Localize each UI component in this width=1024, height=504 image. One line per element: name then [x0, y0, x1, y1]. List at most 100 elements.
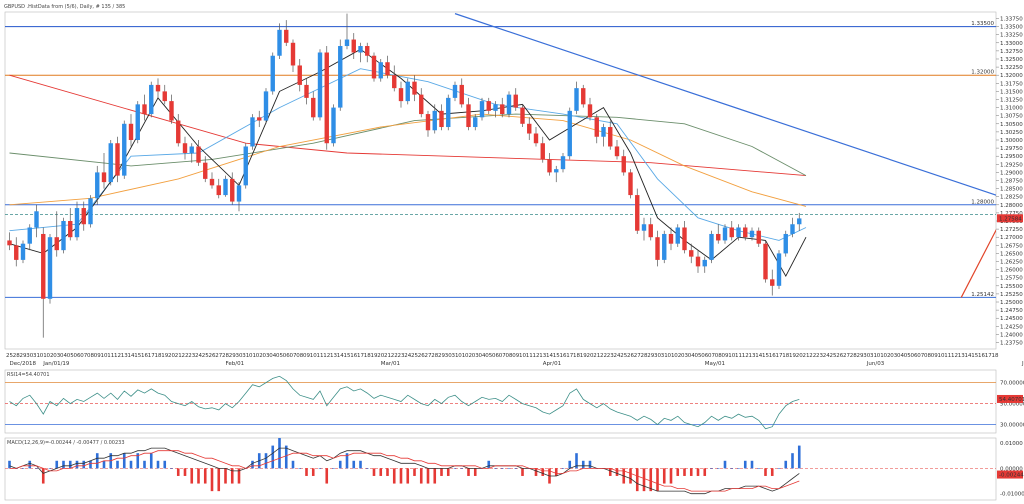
day-label: 28: [13, 353, 20, 359]
macd-histogram-bar: [534, 468, 538, 476]
candle-up: [574, 88, 579, 111]
level-label: 1.33500: [971, 21, 994, 27]
candle-up: [783, 233, 788, 254]
day-label: 19: [789, 353, 796, 359]
day-label: 21: [175, 353, 182, 359]
day-label: 05: [695, 353, 702, 359]
macd-histogram-bar: [433, 468, 437, 484]
candle-up: [74, 208, 80, 238]
macd-histogram-bar: [203, 468, 207, 484]
price-tick-label: 1.29250: [1000, 162, 1023, 168]
day-label: 22: [809, 353, 816, 359]
price-tick-label: 1.33750: [1000, 16, 1023, 22]
candle-up: [776, 253, 782, 286]
day-label: 10: [728, 353, 735, 359]
candle-down: [527, 123, 532, 134]
day-label: 16: [978, 353, 985, 359]
day-label: 13: [958, 353, 965, 359]
day-label: 26: [418, 353, 425, 359]
level-label: 1.25142: [971, 292, 994, 298]
candle-up: [567, 110, 572, 157]
macd-histogram-bar: [689, 468, 693, 476]
price-tick-label: 1.30000: [1000, 138, 1023, 144]
macd-label: MACD(12,26,9)=-0.00244 / -0.00477 / 0.00…: [7, 440, 125, 446]
candle-up: [554, 169, 559, 173]
day-label: 29: [20, 353, 27, 359]
day-label: 05: [276, 353, 283, 359]
day-label: 12: [114, 353, 121, 359]
macd-histogram-bar: [662, 468, 666, 484]
day-label: 18: [992, 353, 999, 359]
day-label: 09: [722, 353, 729, 359]
time-axis: 25 28 29 30 31 01 02 03 04 05 06 07 08 09 10 11 12 13 14 15…: [6, 353, 1024, 367]
macd-histogram-bar: [743, 460, 747, 469]
day-label: 31: [870, 353, 877, 359]
candle-down: [81, 208, 86, 225]
candle-down: [689, 250, 694, 257]
price-tick-label: 1.30500: [1000, 122, 1023, 128]
day-label: 25: [620, 353, 627, 359]
price-tick-label: 1.31000: [1000, 106, 1023, 112]
candle-down: [581, 88, 586, 105]
macd-histogram-bar: [129, 460, 133, 469]
day-label: 06: [283, 353, 290, 359]
macd-histogram-bar: [494, 468, 497, 469]
macd-histogram-bar: [460, 468, 464, 469]
day-label: 21: [384, 353, 391, 359]
macd-histogram-bar: [359, 460, 362, 469]
candle-down: [115, 143, 120, 176]
candle-down: [682, 227, 687, 251]
macd-histogram-bar: [770, 468, 774, 476]
day-label: 11: [944, 353, 951, 359]
day-label: 04: [60, 353, 67, 359]
candle-down: [203, 162, 208, 179]
current-price-box: [997, 214, 1023, 223]
candle-down: [486, 101, 491, 111]
day-label: 03: [890, 353, 897, 359]
day-label: 15: [553, 353, 560, 359]
macd-histogram-bar: [190, 468, 194, 484]
moving-average-line: [9, 74, 807, 177]
candle-up: [338, 46, 343, 108]
candle-up: [108, 143, 113, 183]
candle-up: [473, 117, 478, 128]
macd-histogram-bar: [467, 468, 470, 476]
macd-histogram-bar: [473, 468, 477, 476]
day-label: 20: [377, 353, 384, 359]
macd-histogram-bar: [710, 468, 713, 469]
candle-down: [14, 245, 19, 260]
candle-down: [756, 230, 761, 244]
horizontal-levels: 1.33500 1.32000 1.28000 1.25142: [5, 21, 996, 298]
candle-down: [257, 117, 262, 121]
day-label: 13: [330, 353, 337, 359]
day-label: 11: [526, 353, 533, 359]
macd-histogram-bar: [500, 468, 504, 469]
macd-histogram-bar: [136, 453, 140, 469]
macd-histogram-bar: [797, 445, 801, 469]
day-label: 02: [465, 353, 472, 359]
candle-up: [236, 185, 242, 202]
macd-histogram-bar: [41, 468, 45, 484]
price-tick-label: 1.32250: [1000, 65, 1023, 71]
macd-histogram-bar: [440, 468, 443, 476]
macd-histogram-bar: [784, 460, 788, 469]
candle-up: [122, 123, 127, 176]
macd-histogram-bar: [386, 468, 389, 476]
candle-up: [88, 198, 93, 225]
candle-down: [547, 159, 552, 173]
price-tick-label: 1.26000: [1000, 268, 1023, 274]
candle-down: [419, 94, 424, 115]
day-label: 14: [337, 353, 344, 359]
day-label: 14: [546, 353, 553, 359]
day-label: 04: [269, 353, 276, 359]
candle-up: [250, 117, 255, 147]
macd-histogram-bar: [554, 468, 558, 476]
price-tick-label: 1.27250: [1000, 227, 1023, 233]
macd-histogram-bar: [21, 468, 25, 469]
candle-down: [743, 227, 748, 238]
macd-histogram-bar: [284, 445, 288, 469]
day-label: 23: [398, 353, 405, 359]
candle-up: [452, 84, 458, 98]
macd-histogram-bar: [237, 468, 241, 484]
candle-up: [749, 230, 755, 238]
